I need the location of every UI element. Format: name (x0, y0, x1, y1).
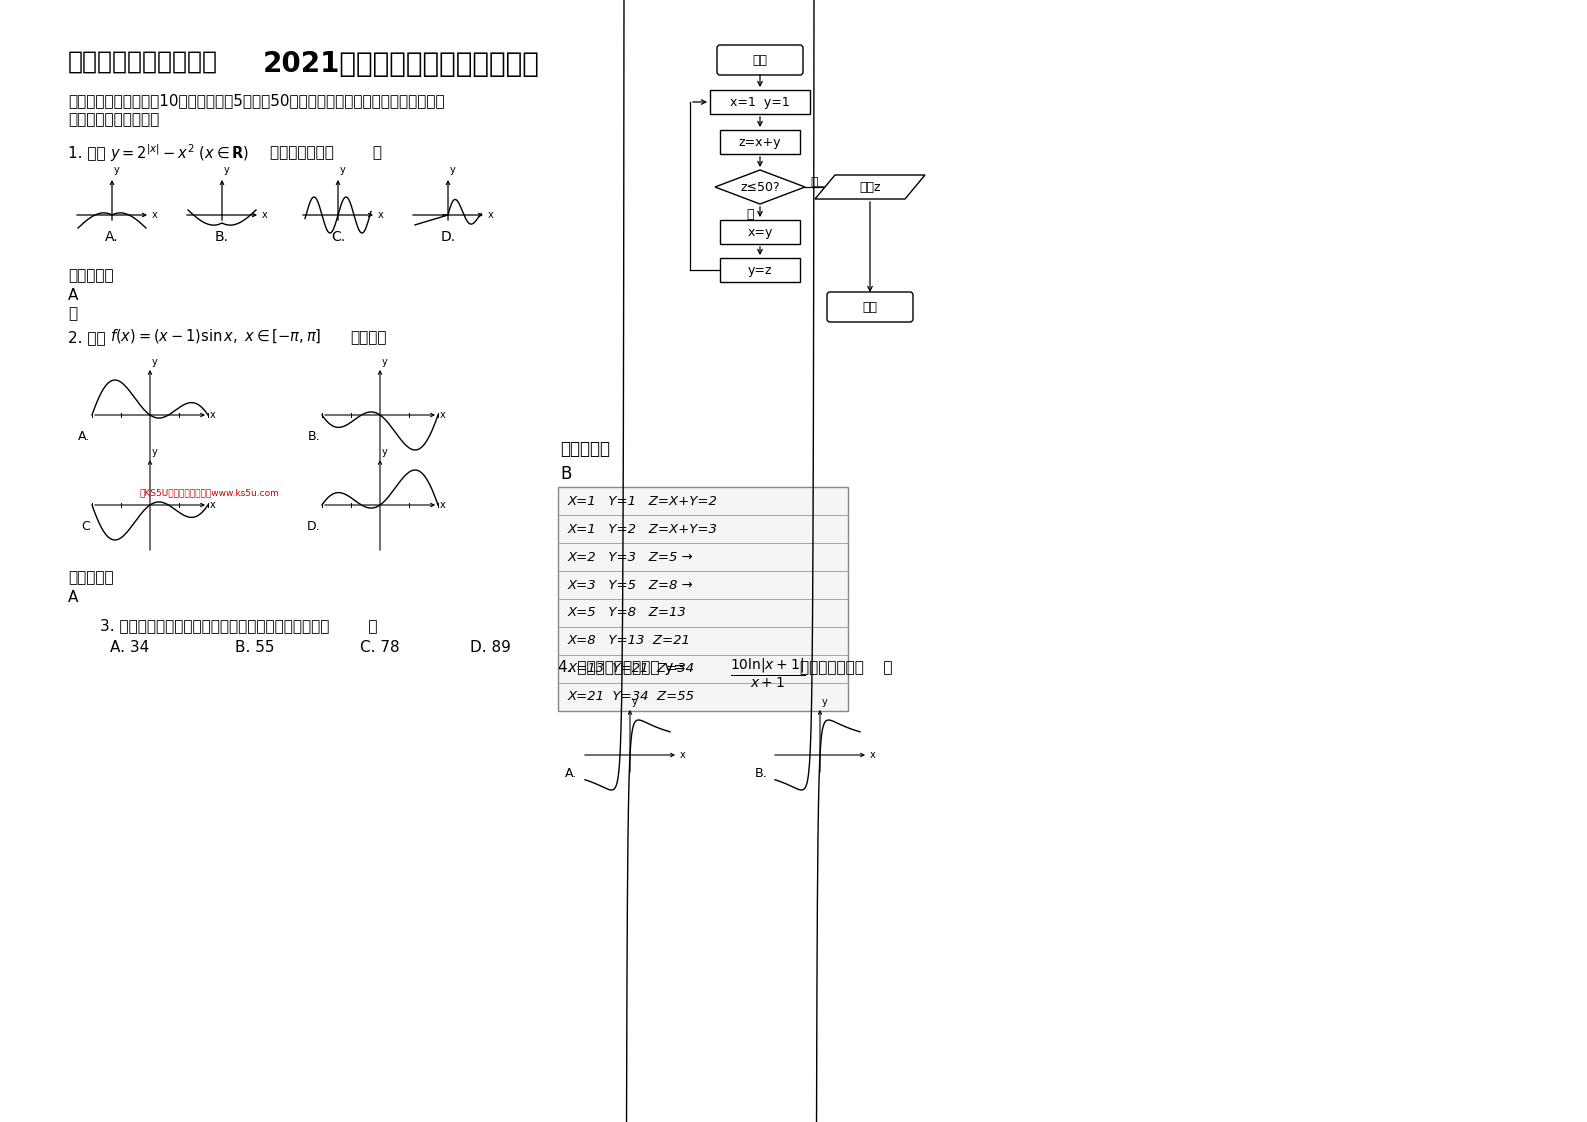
Text: A.: A. (78, 430, 90, 443)
Text: D.: D. (441, 230, 455, 243)
Text: C. 78: C. 78 (360, 640, 400, 655)
Text: C.: C. (332, 230, 344, 243)
Bar (720, 258, 800, 282)
Text: 的图象为: 的图象为 (351, 330, 387, 344)
Text: 2021年高三数学文测试题含解析: 2021年高三数学文测试题含解析 (263, 50, 540, 79)
Text: x: x (487, 210, 494, 220)
Text: y: y (152, 357, 157, 367)
Text: B. 55: B. 55 (235, 640, 275, 655)
Text: 4. 下列四个图中，函数 y=: 4. 下列四个图中，函数 y= (559, 660, 686, 675)
Text: X=13  Y=21  Z=34: X=13 Y=21 Z=34 (568, 662, 695, 675)
Text: D.: D. (306, 519, 321, 533)
Text: 一、选择题：本大题共10小题，每小题5分，共50分。在每小题给出的四个选项中，只有: 一、选择题：本大题共10小题，每小题5分，共50分。在每小题给出的四个选项中，只… (68, 93, 444, 108)
Text: y: y (224, 165, 230, 175)
Text: 2. 函数: 2. 函数 (68, 330, 106, 344)
Text: B.: B. (754, 767, 767, 780)
Text: x: x (440, 410, 446, 420)
Text: X=3   Y=5   Z=8 →: X=3 Y=5 Z=8 → (568, 579, 694, 591)
Text: y: y (632, 697, 638, 707)
Text: y: y (451, 165, 455, 175)
Text: 江苏省无锡市高级中学: 江苏省无锡市高级中学 (68, 50, 217, 74)
Text: y: y (822, 697, 828, 707)
Text: 开始: 开始 (752, 54, 768, 66)
Text: X=8   Y=13  Z=21: X=8 Y=13 Z=21 (568, 635, 690, 647)
Text: x=y: x=y (747, 226, 773, 239)
Text: $\dfrac{10\ln|x+1|}{x+1}$: $\dfrac{10\ln|x+1|}{x+1}$ (730, 657, 806, 690)
Text: X=21  Y=34  Z=55: X=21 Y=34 Z=55 (568, 690, 695, 703)
Bar (559, 487, 847, 711)
FancyBboxPatch shape (827, 292, 913, 322)
Text: 1. 函数: 1. 函数 (68, 145, 106, 160)
Text: 略: 略 (68, 306, 78, 321)
Text: 的图象可能是（    ）: 的图象可能是（ ） (800, 660, 892, 675)
Text: x: x (440, 500, 446, 511)
Text: y: y (114, 165, 119, 175)
Text: x: x (870, 749, 876, 760)
Text: A.: A. (105, 230, 119, 243)
Text: A: A (68, 288, 78, 303)
Text: 输出z: 输出z (859, 181, 881, 193)
Text: 参考答案：: 参考答案： (68, 570, 114, 585)
Text: $f(x)=(x-1)\sin x,\ x\in[-\pi,\pi]$: $f(x)=(x-1)\sin x,\ x\in[-\pi,\pi]$ (110, 327, 322, 344)
Text: B: B (560, 465, 571, 482)
Text: X=1   Y=1   Z=X+Y=2: X=1 Y=1 Z=X+Y=2 (568, 495, 717, 507)
Text: x: x (262, 210, 268, 220)
Text: 是: 是 (746, 208, 754, 221)
Text: D. 89: D. 89 (470, 640, 511, 655)
Text: 【KS5U首发】高考资源网www.ks5u.com: 【KS5U首发】高考资源网www.ks5u.com (140, 488, 279, 497)
Bar (720, 220, 800, 243)
Text: y: y (382, 447, 387, 457)
Polygon shape (816, 175, 925, 199)
Text: A: A (68, 590, 78, 605)
Text: X=2   Y=3   Z=5 →: X=2 Y=3 Z=5 → (568, 551, 694, 563)
Text: x: x (679, 749, 686, 760)
Text: 3. 如图所示，程序框图（算法流程图）的输出结果是（        ）: 3. 如图所示，程序框图（算法流程图）的输出结果是（ ） (100, 618, 378, 633)
Text: X=5   Y=8   Z=13: X=5 Y=8 Z=13 (568, 607, 687, 619)
Text: x: x (209, 500, 216, 511)
Text: 参考答案：: 参考答案： (560, 440, 609, 458)
Text: y: y (340, 165, 346, 175)
Text: 参考答案：: 参考答案： (68, 268, 114, 283)
Text: B.: B. (308, 430, 321, 443)
Text: z=x+y: z=x+y (740, 136, 781, 148)
Text: X=1   Y=2   Z=X+Y=3: X=1 Y=2 Z=X+Y=3 (568, 523, 717, 535)
Bar (720, 130, 800, 154)
Text: y=z: y=z (747, 264, 773, 276)
Text: 是一个符合题目要求的: 是一个符合题目要求的 (68, 112, 159, 127)
Text: A.: A. (565, 767, 578, 780)
FancyBboxPatch shape (717, 45, 803, 75)
Text: A. 34: A. 34 (110, 640, 149, 655)
Bar (709, 90, 809, 114)
Text: B.: B. (214, 230, 229, 243)
Text: 结束: 结束 (862, 301, 878, 313)
Text: 否: 否 (809, 176, 817, 188)
Text: y: y (152, 447, 157, 457)
Text: y: y (382, 357, 387, 367)
Text: $y = 2^{|x|} - x^2\ (x \in \mathbf{R})$: $y = 2^{|x|} - x^2\ (x \in \mathbf{R})$ (110, 142, 249, 164)
Text: x: x (378, 210, 384, 220)
Polygon shape (716, 171, 805, 204)
Text: z≤50?: z≤50? (740, 181, 779, 193)
Text: x=1  y=1: x=1 y=1 (730, 95, 790, 109)
Text: C: C (81, 519, 90, 533)
Text: x: x (209, 410, 216, 420)
Text: x: x (152, 210, 157, 220)
Text: 的图象大致为（        ）: 的图象大致为（ ） (270, 145, 382, 160)
